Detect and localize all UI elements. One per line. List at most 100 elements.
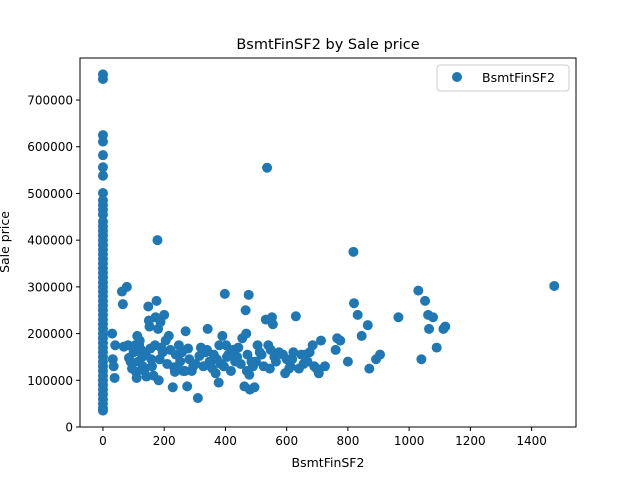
data-point xyxy=(362,320,373,331)
x-tick-label: 1200 xyxy=(455,434,486,448)
data-point xyxy=(97,405,108,416)
data-point xyxy=(393,312,404,323)
y-tick-label: 200000 xyxy=(27,327,73,341)
data-point xyxy=(440,321,451,332)
legend: BsmtFinSF2 xyxy=(436,64,570,92)
data-point xyxy=(134,335,145,346)
data-point xyxy=(143,301,154,312)
data-point xyxy=(97,187,108,198)
data-point xyxy=(225,365,236,376)
y-tick-label: 0 xyxy=(65,421,73,435)
data-point xyxy=(107,328,118,339)
data-points xyxy=(97,69,560,416)
data-point xyxy=(210,368,221,379)
data-point xyxy=(182,381,193,392)
data-point xyxy=(251,356,262,367)
data-point xyxy=(348,246,359,257)
data-point xyxy=(416,354,427,365)
data-point xyxy=(97,136,108,147)
data-point xyxy=(163,330,174,341)
x-axis: 0 200 400 600 800 1000 1200 1400 xyxy=(99,427,547,448)
data-point xyxy=(420,295,431,306)
data-point xyxy=(219,288,230,299)
data-point xyxy=(97,74,108,85)
data-point xyxy=(157,347,168,358)
data-point xyxy=(218,361,229,372)
y-tick-label: 700000 xyxy=(27,94,73,108)
data-point xyxy=(192,393,203,404)
data-point xyxy=(288,347,299,358)
data-point xyxy=(270,356,281,367)
y-tick-label: 100000 xyxy=(27,374,73,388)
data-point xyxy=(108,361,119,372)
data-point xyxy=(319,361,330,372)
data-point xyxy=(146,361,157,372)
data-point xyxy=(549,280,560,291)
x-tick-label: 200 xyxy=(153,434,176,448)
data-point xyxy=(151,295,162,306)
data-point xyxy=(213,377,224,388)
data-point xyxy=(153,375,164,386)
y-tick-label: 500000 xyxy=(27,187,73,201)
chart-title: BsmtFinSF2 by Sale price xyxy=(236,37,419,53)
data-point xyxy=(240,305,251,316)
data-point xyxy=(202,323,213,334)
data-point xyxy=(256,349,267,360)
data-point xyxy=(97,209,108,220)
data-point xyxy=(152,235,163,246)
data-point xyxy=(190,358,201,369)
data-point xyxy=(349,298,360,309)
data-point xyxy=(244,369,255,380)
y-tick-label: 600000 xyxy=(27,140,73,154)
data-point xyxy=(290,311,301,322)
data-point xyxy=(424,323,435,334)
data-point xyxy=(233,342,244,353)
data-point xyxy=(144,321,155,332)
x-tick-label: 600 xyxy=(275,434,298,448)
data-point xyxy=(264,363,275,374)
y-axis: 0 100000 200000 300000 400000 500000 600000 700… xyxy=(27,94,80,435)
data-point xyxy=(159,309,170,320)
x-tick-label: 400 xyxy=(214,434,237,448)
data-point xyxy=(335,335,346,346)
x-tick-label: 1400 xyxy=(516,434,547,448)
data-point xyxy=(428,312,439,323)
plot-frame xyxy=(79,57,577,428)
data-point xyxy=(175,356,186,367)
data-point xyxy=(180,326,191,337)
data-point xyxy=(413,285,424,296)
data-point xyxy=(217,330,228,341)
data-point xyxy=(267,319,278,330)
data-point xyxy=(97,162,108,173)
data-point xyxy=(315,335,326,346)
data-point xyxy=(221,340,232,351)
y-axis-label: Sale price xyxy=(0,211,12,273)
y-tick-label: 400000 xyxy=(27,234,73,248)
x-tick-label: 0 xyxy=(99,434,107,448)
legend-marker xyxy=(452,72,462,82)
x-axis-label: BsmtFinSF2 xyxy=(292,455,365,470)
data-point xyxy=(249,382,260,393)
data-point xyxy=(121,281,132,292)
x-tick-label: 1000 xyxy=(394,434,425,448)
legend-label: BsmtFinSF2 xyxy=(482,70,555,85)
data-point xyxy=(110,340,121,351)
data-point xyxy=(123,340,134,351)
data-point xyxy=(342,356,353,367)
data-point xyxy=(243,289,254,300)
data-point xyxy=(131,372,142,383)
x-tick-label: 800 xyxy=(336,434,359,448)
data-point xyxy=(431,342,442,353)
data-point xyxy=(375,349,386,360)
data-point xyxy=(307,340,318,351)
data-point xyxy=(330,344,341,355)
data-point xyxy=(109,372,120,383)
data-point xyxy=(97,150,108,161)
data-point xyxy=(364,363,375,374)
data-point xyxy=(183,343,194,354)
data-point xyxy=(235,358,246,369)
data-point xyxy=(262,162,273,173)
data-point xyxy=(167,382,178,393)
data-point xyxy=(313,368,324,379)
